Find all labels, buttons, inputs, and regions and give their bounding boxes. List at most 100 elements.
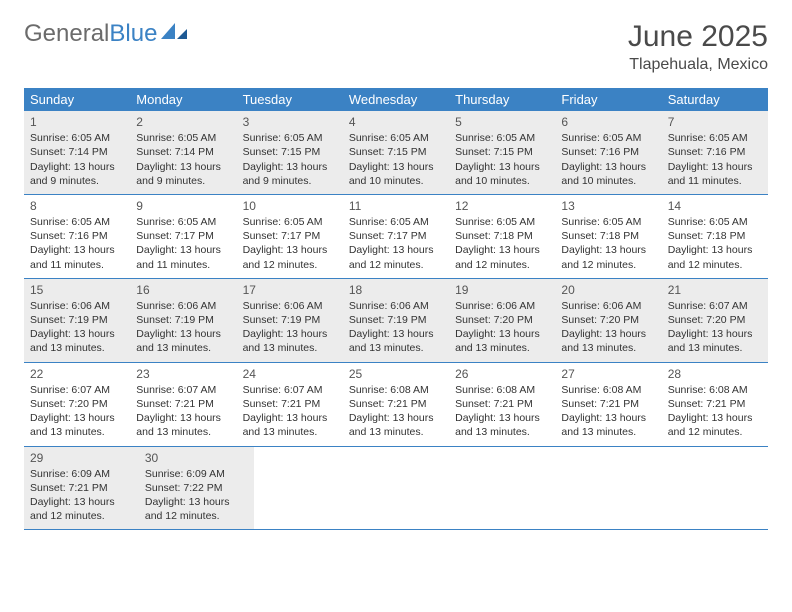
daylight-text: Daylight: 13 hours and 13 minutes.: [243, 327, 337, 355]
calendar-page: GeneralBlue June 2025 Tlapehuala, Mexico…: [0, 0, 792, 550]
sunrise-text: Sunrise: 6:08 AM: [668, 383, 762, 397]
sunrise-text: Sunrise: 6:07 AM: [136, 383, 230, 397]
day-cell: 17Sunrise: 6:06 AMSunset: 7:19 PMDayligh…: [237, 279, 343, 362]
week-row: 8Sunrise: 6:05 AMSunset: 7:16 PMDaylight…: [24, 195, 768, 279]
day-number: 1: [30, 114, 124, 130]
day-cell: 6Sunrise: 6:05 AMSunset: 7:16 PMDaylight…: [555, 111, 661, 194]
day-number: 26: [455, 366, 549, 382]
day-cell: 30Sunrise: 6:09 AMSunset: 7:22 PMDayligh…: [139, 447, 254, 530]
daylight-text: Daylight: 13 hours and 12 minutes.: [243, 243, 337, 271]
day-cell: 18Sunrise: 6:06 AMSunset: 7:19 PMDayligh…: [343, 279, 449, 362]
daylight-text: Daylight: 13 hours and 13 minutes.: [30, 327, 124, 355]
daylight-text: Daylight: 13 hours and 9 minutes.: [136, 160, 230, 188]
day-number: 2: [136, 114, 230, 130]
sunset-text: Sunset: 7:18 PM: [668, 229, 762, 243]
sunrise-text: Sunrise: 6:05 AM: [668, 215, 762, 229]
weekday-header: Friday: [555, 88, 661, 111]
daylight-text: Daylight: 13 hours and 13 minutes.: [561, 411, 655, 439]
day-number: 11: [349, 198, 443, 214]
day-number: 3: [243, 114, 337, 130]
sunset-text: Sunset: 7:21 PM: [243, 397, 337, 411]
weekday-header: Wednesday: [343, 88, 449, 111]
sunrise-text: Sunrise: 6:05 AM: [30, 215, 124, 229]
daylight-text: Daylight: 13 hours and 9 minutes.: [30, 160, 124, 188]
sunset-text: Sunset: 7:14 PM: [136, 145, 230, 159]
day-cell: 27Sunrise: 6:08 AMSunset: 7:21 PMDayligh…: [555, 363, 661, 446]
daylight-text: Daylight: 13 hours and 12 minutes.: [349, 243, 443, 271]
sunset-text: Sunset: 7:20 PM: [30, 397, 124, 411]
daylight-text: Daylight: 13 hours and 13 minutes.: [30, 411, 124, 439]
daylight-text: Daylight: 13 hours and 13 minutes.: [349, 411, 443, 439]
weekday-header: Saturday: [662, 88, 768, 111]
sunrise-text: Sunrise: 6:05 AM: [243, 131, 337, 145]
daylight-text: Daylight: 13 hours and 9 minutes.: [243, 160, 337, 188]
sunset-text: Sunset: 7:17 PM: [136, 229, 230, 243]
daylight-text: Daylight: 13 hours and 13 minutes.: [136, 327, 230, 355]
weekday-header-row: Sunday Monday Tuesday Wednesday Thursday…: [24, 88, 768, 111]
sunset-text: Sunset: 7:19 PM: [243, 313, 337, 327]
day-number: 4: [349, 114, 443, 130]
daylight-text: Daylight: 13 hours and 12 minutes.: [668, 411, 762, 439]
sunrise-text: Sunrise: 6:08 AM: [561, 383, 655, 397]
sunset-text: Sunset: 7:20 PM: [668, 313, 762, 327]
day-number: 9: [136, 198, 230, 214]
day-cell: 25Sunrise: 6:08 AMSunset: 7:21 PMDayligh…: [343, 363, 449, 446]
daylight-text: Daylight: 13 hours and 13 minutes.: [561, 327, 655, 355]
sunset-text: Sunset: 7:20 PM: [455, 313, 549, 327]
day-number: 14: [668, 198, 762, 214]
sunrise-text: Sunrise: 6:05 AM: [136, 215, 230, 229]
day-number: 7: [668, 114, 762, 130]
weeks-container: 1Sunrise: 6:05 AMSunset: 7:14 PMDaylight…: [24, 111, 768, 530]
week-row: 1Sunrise: 6:05 AMSunset: 7:14 PMDaylight…: [24, 111, 768, 195]
brand-word-2: Blue: [109, 20, 157, 48]
day-cell: 14Sunrise: 6:05 AMSunset: 7:18 PMDayligh…: [662, 195, 768, 278]
sunset-text: Sunset: 7:21 PM: [30, 481, 133, 495]
sunrise-text: Sunrise: 6:06 AM: [243, 299, 337, 313]
sunset-text: Sunset: 7:22 PM: [145, 481, 248, 495]
daylight-text: Daylight: 13 hours and 12 minutes.: [668, 243, 762, 271]
week-row: 22Sunrise: 6:07 AMSunset: 7:20 PMDayligh…: [24, 363, 768, 447]
daylight-text: Daylight: 13 hours and 13 minutes.: [455, 327, 549, 355]
day-cell: 12Sunrise: 6:05 AMSunset: 7:18 PMDayligh…: [449, 195, 555, 278]
daylight-text: Daylight: 13 hours and 11 minutes.: [136, 243, 230, 271]
day-number: 28: [668, 366, 762, 382]
day-cell: 9Sunrise: 6:05 AMSunset: 7:17 PMDaylight…: [130, 195, 236, 278]
sunset-text: Sunset: 7:17 PM: [349, 229, 443, 243]
day-number: 12: [455, 198, 549, 214]
calendar-grid: Sunday Monday Tuesday Wednesday Thursday…: [24, 88, 768, 530]
day-cell: 7Sunrise: 6:05 AMSunset: 7:16 PMDaylight…: [662, 111, 768, 194]
sunrise-text: Sunrise: 6:05 AM: [243, 215, 337, 229]
day-number: 13: [561, 198, 655, 214]
day-cell: 5Sunrise: 6:05 AMSunset: 7:15 PMDaylight…: [449, 111, 555, 194]
day-number: 29: [30, 450, 133, 466]
sunset-text: Sunset: 7:16 PM: [668, 145, 762, 159]
logo-sail-icon: [161, 20, 189, 48]
sunrise-text: Sunrise: 6:06 AM: [349, 299, 443, 313]
sunrise-text: Sunrise: 6:08 AM: [455, 383, 549, 397]
day-cell: 8Sunrise: 6:05 AMSunset: 7:16 PMDaylight…: [24, 195, 130, 278]
day-number: 17: [243, 282, 337, 298]
sunrise-text: Sunrise: 6:05 AM: [30, 131, 124, 145]
day-number: 25: [349, 366, 443, 382]
empty-day-cell: [357, 447, 460, 530]
sunset-text: Sunset: 7:16 PM: [561, 145, 655, 159]
daylight-text: Daylight: 13 hours and 11 minutes.: [668, 160, 762, 188]
day-number: 24: [243, 366, 337, 382]
day-cell: 23Sunrise: 6:07 AMSunset: 7:21 PMDayligh…: [130, 363, 236, 446]
daylight-text: Daylight: 13 hours and 10 minutes.: [561, 160, 655, 188]
weekday-header: Sunday: [24, 88, 130, 111]
day-number: 23: [136, 366, 230, 382]
sunrise-text: Sunrise: 6:05 AM: [455, 131, 549, 145]
sunset-text: Sunset: 7:18 PM: [561, 229, 655, 243]
day-cell: 4Sunrise: 6:05 AMSunset: 7:15 PMDaylight…: [343, 111, 449, 194]
day-number: 6: [561, 114, 655, 130]
day-cell: 11Sunrise: 6:05 AMSunset: 7:17 PMDayligh…: [343, 195, 449, 278]
sunrise-text: Sunrise: 6:05 AM: [561, 215, 655, 229]
sunset-text: Sunset: 7:18 PM: [455, 229, 549, 243]
day-number: 27: [561, 366, 655, 382]
day-cell: 21Sunrise: 6:07 AMSunset: 7:20 PMDayligh…: [662, 279, 768, 362]
day-cell: 28Sunrise: 6:08 AMSunset: 7:21 PMDayligh…: [662, 363, 768, 446]
daylight-text: Daylight: 13 hours and 12 minutes.: [561, 243, 655, 271]
day-cell: 13Sunrise: 6:05 AMSunset: 7:18 PMDayligh…: [555, 195, 661, 278]
title-block: June 2025 Tlapehuala, Mexico: [628, 20, 768, 74]
